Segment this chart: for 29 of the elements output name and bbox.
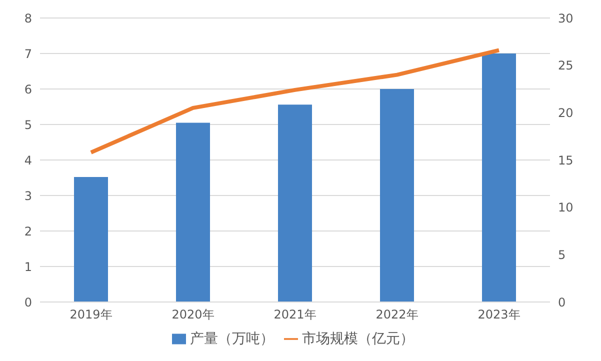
y-tick-label: 3 <box>24 188 32 203</box>
y-tick-label: 8 <box>24 11 32 26</box>
y2-tick-label: 25 <box>558 58 574 73</box>
x-tick-label: 2020年 <box>172 308 214 322</box>
bar <box>278 104 312 302</box>
y2-tick-label: 10 <box>558 200 574 215</box>
y2-tick-label: 0 <box>558 295 566 310</box>
y2-tick-label: 5 <box>558 248 566 262</box>
y2-tick-label: 30 <box>558 11 574 26</box>
bar <box>176 122 210 302</box>
bar <box>74 177 108 302</box>
y-tick-label: 4 <box>24 153 32 168</box>
y-tick-label: 7 <box>24 46 32 61</box>
bar <box>482 54 516 302</box>
legend-label: 产量（万吨） <box>190 331 274 347</box>
y-tick-label: 0 <box>24 295 32 310</box>
y2-tick-label: 15 <box>558 153 574 168</box>
y-tick-label: 5 <box>24 118 32 132</box>
x-tick-label: 2021年 <box>274 308 316 322</box>
y-tick-label: 6 <box>24 82 32 96</box>
x-tick-label: 2022年 <box>376 308 418 322</box>
bar <box>380 89 414 302</box>
x-tick-label: 2019年 <box>70 308 112 322</box>
y-tick-label: 1 <box>24 260 32 274</box>
x-tick-label: 2023年 <box>478 308 520 322</box>
line-series <box>89 48 501 154</box>
y2-tick-label: 20 <box>558 106 574 120</box>
legend-label: 市场规模（亿元） <box>302 331 414 347</box>
y-tick-label: 2 <box>24 224 32 238</box>
